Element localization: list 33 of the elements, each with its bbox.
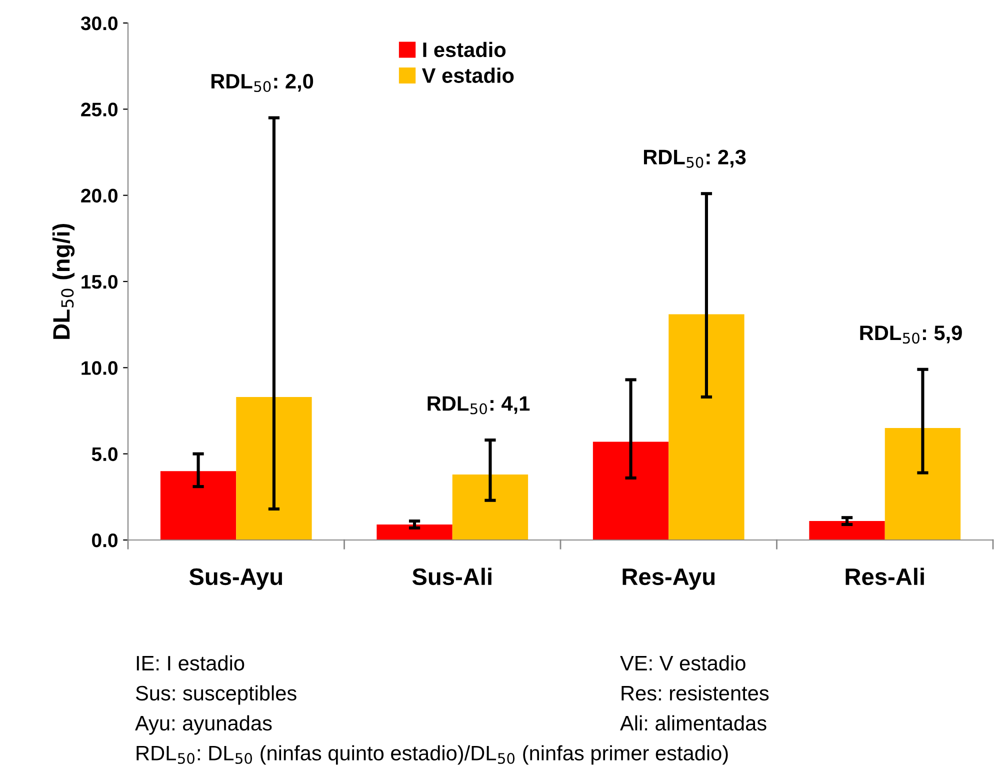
annotation: RDL$_{50}$: 2,3 bbox=[644, 150, 746, 168]
bar bbox=[376, 524, 452, 540]
annotation: RDL$_{50}$: 2,0 bbox=[211, 74, 314, 92]
x-tick-label: Res-Ali bbox=[846, 568, 924, 586]
y-tick-label: 10.0 bbox=[82, 361, 118, 375]
text: Ayu: ayunadas bbox=[135, 715, 272, 735]
text: Ali: alimentadas bbox=[620, 715, 766, 731]
legend-label: I estadio bbox=[423, 42, 506, 58]
text: VE: V estadio bbox=[620, 655, 746, 671]
x-tick-label: Sus-Ali bbox=[412, 568, 492, 586]
legend-label: V estadio bbox=[422, 68, 514, 83]
x-tick-label: Res-Ayu bbox=[622, 568, 715, 590]
y-tick-label: 0.0 bbox=[92, 533, 118, 548]
y-tick-label: 5.0 bbox=[92, 447, 118, 462]
y-tick-label: 30.0 bbox=[80, 16, 118, 30]
bar bbox=[592, 442, 669, 540]
bar bbox=[236, 396, 312, 540]
text: IE: I estadio bbox=[136, 655, 244, 671]
bar bbox=[668, 314, 744, 540]
y-tick-label: 25.0 bbox=[81, 102, 118, 116]
y-tick-label: 20.0 bbox=[81, 188, 118, 203]
annotation: RDL$_{50}$: 5,9 bbox=[860, 325, 962, 344]
text: Res: resistentes bbox=[622, 685, 769, 701]
text: RDL$_{50}$: DL$_{50}$ (ninfas quinto estadio)/DL$_{50}$ (ninfas primer estadio) bbox=[136, 745, 728, 765]
bar bbox=[160, 471, 236, 540]
text: Sus: susceptibles bbox=[136, 685, 296, 705]
x-tick-label: Sus-Ayu bbox=[189, 568, 282, 590]
bar bbox=[452, 474, 528, 540]
annotation: RDL$_{50}$: 4,1 bbox=[428, 396, 530, 414]
y-tick-label: 15.0 bbox=[82, 274, 118, 289]
bar bbox=[884, 428, 961, 540]
y-axis-title: DL$_{50}$ (ng/i) bbox=[52, 224, 75, 339]
bar bbox=[809, 521, 885, 540]
